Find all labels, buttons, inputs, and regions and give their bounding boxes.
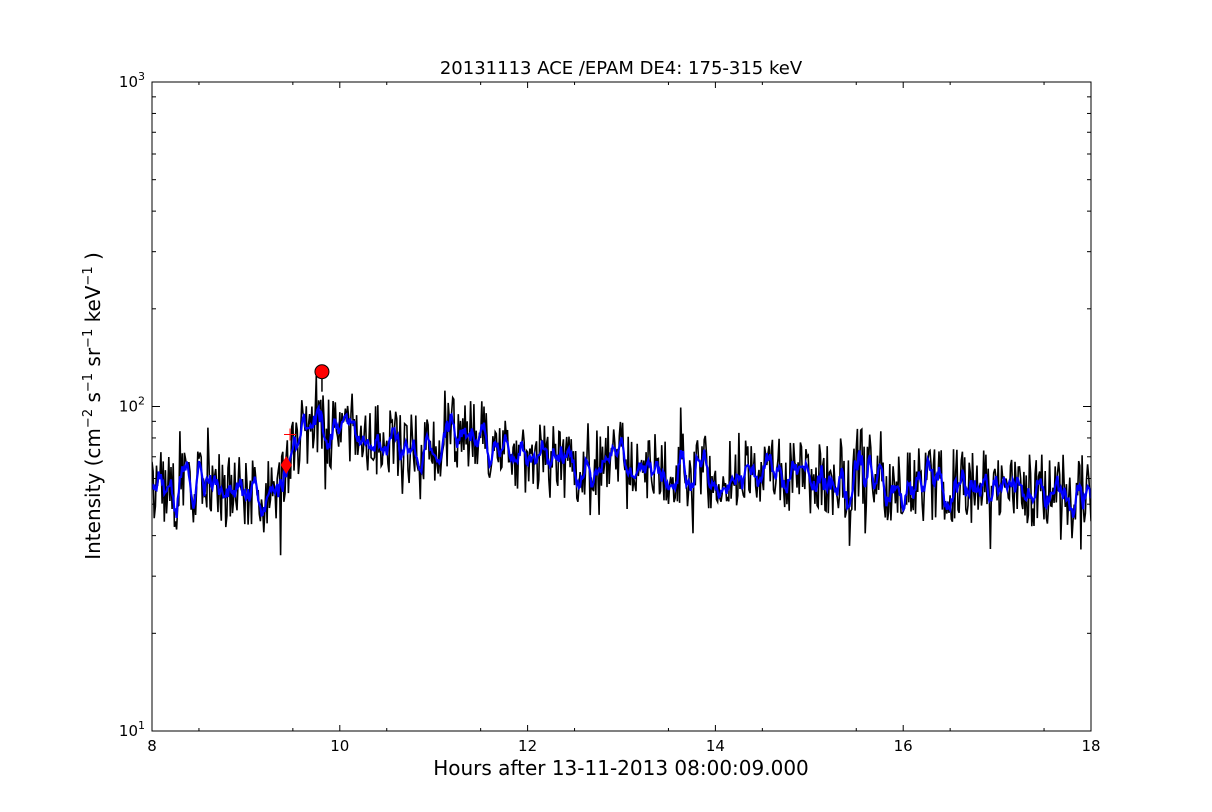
x-tick-label: 16 xyxy=(894,737,913,755)
x-tick-label: 12 xyxy=(518,737,537,755)
x-tick-label: 10 xyxy=(330,737,349,755)
y-axis-label: Intensity (cm−2 s−1 sr−1 keV−1 ) xyxy=(81,252,105,560)
x-tick-label: 14 xyxy=(706,737,725,755)
tick-layer: 8 10 12 14 16 18 101 102 103 xyxy=(119,70,1101,755)
x-axis-label: Hours after 13-11-2013 08:00:09.000 xyxy=(433,756,809,780)
onset-marker xyxy=(280,456,292,475)
chart-title: 20131113 ACE /EPAM DE4: 175-315 keV xyxy=(440,58,803,79)
plot-frame xyxy=(151,81,1092,732)
midpoint-marker xyxy=(284,428,297,441)
raw-intensity-line xyxy=(152,375,1091,556)
marker-layer xyxy=(280,364,330,475)
peak-marker xyxy=(314,364,330,380)
y-tick-label: 102 xyxy=(119,395,145,416)
y-tick-label: 103 xyxy=(119,70,145,91)
x-tick-label: 8 xyxy=(147,737,157,755)
x-tick-label: 18 xyxy=(1081,737,1100,755)
series-layer xyxy=(152,375,1091,556)
smoothed-intensity-line xyxy=(152,403,1091,519)
y-tick-label: 101 xyxy=(119,719,145,740)
